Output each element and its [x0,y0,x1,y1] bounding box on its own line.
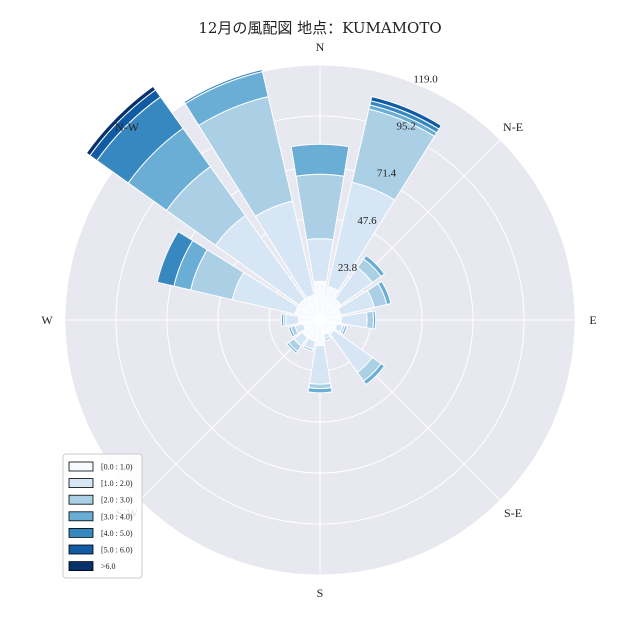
compass-label: E [589,313,596,327]
legend: [0.0 : 1.0) [1.0 : 2.0) [2.0 : 3.0) [3.0 : … [62,453,143,579]
wind-bar-segment [290,143,350,177]
legend-swatch [68,528,94,538]
wind-bar-segment [323,335,333,342]
wind-bar-segment [286,341,299,354]
wind-bar-segment [362,362,386,386]
wind-bar-segment [183,68,264,105]
wind-bar-segment [85,85,157,157]
legend-label: [5.0 : 6.0) [101,546,133,555]
legend-label: [2.0 : 3.0) [101,496,133,505]
compass-label: W [41,313,53,327]
wind-bar-segment [362,254,386,278]
legend-label: [0.0 : 1.0) [101,463,133,472]
radial-tick-labels: 23.8 47.6 71.4 95.2 119.0 [338,73,438,273]
legend-swatch [68,461,94,472]
legend-swatch [68,561,94,571]
radial-tick-label: 47.6 [357,215,377,227]
compass-label: S [317,586,324,600]
wind-bar-segment [302,344,314,352]
legend-label: [4.0 : 5.0) [101,529,133,538]
radial-tick-label: 95.2 [396,121,415,133]
compass-label: N-W [115,120,140,134]
grid-spoke [139,319,321,501]
wind-bar-segment [285,313,300,327]
wind-bar-segment [156,230,194,287]
wind-bar-segment [280,313,285,327]
wind-bars [85,68,443,394]
legend-label: [1.0 : 2.0) [101,479,133,488]
radial-tick-label: 23.8 [338,262,358,274]
wind-bar-segment [288,326,296,338]
radial-tick-label: 119.0 [413,73,438,85]
radial-tick-label: 71.4 [377,168,397,180]
legend-swatch [68,494,94,505]
wind-bar-segment [341,325,348,336]
legend-swatch [68,478,94,489]
compass-label: S-E [504,506,522,520]
legend-swatch [68,544,94,555]
legend-label: >6.0 [101,562,116,571]
legend-swatch [68,511,94,522]
chart-title: 12月の風配図 地点：KUMAMOTO [198,19,441,37]
wind-bar-segment [372,310,377,330]
legend-label: [3.0 : 4.0) [101,512,133,521]
wind-bar-segment [365,310,375,330]
wind-bar-segment [377,280,392,306]
wind-bar-segment [307,387,333,394]
compass-label: N-E [503,120,523,134]
compass-label: N [316,40,325,54]
wind-bar-segment [370,96,443,130]
